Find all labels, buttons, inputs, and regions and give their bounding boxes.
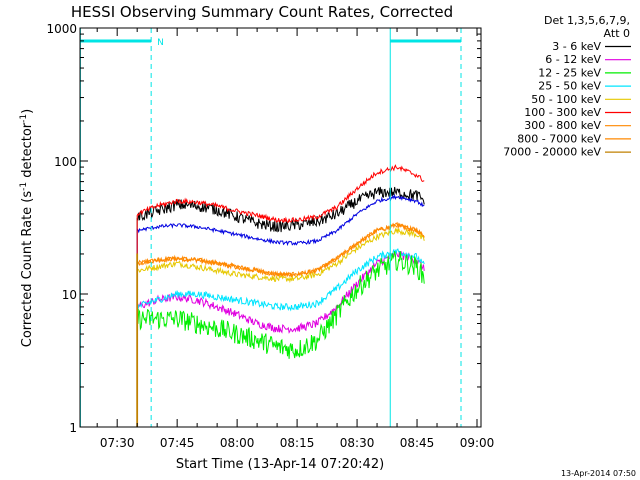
- series-line-12-25-kev: [136, 251, 425, 427]
- plot-frame: [79, 27, 482, 428]
- night-marker: N: [157, 38, 164, 48]
- series-line-50-100-kev: [136, 227, 425, 427]
- series-line-6-12-kev: [136, 250, 425, 427]
- series-line-100-300-kev: [136, 164, 425, 427]
- y-axis-label: Corrected Count Rate (s-1 detector-1): [19, 109, 35, 347]
- legend-label-4: 50 - 100 keV: [531, 93, 601, 106]
- x-tick-label-2: 08:00: [220, 436, 255, 450]
- legend-label-6: 300 - 800 keV: [524, 119, 601, 132]
- x-tick-label-6: 09:00: [460, 436, 495, 450]
- y-tick-label-2: 100: [54, 155, 77, 169]
- y-tick-label-1: 10: [62, 288, 77, 302]
- y-tick-label-3: 1000: [46, 22, 77, 36]
- y-tick-label-0: 1: [69, 421, 77, 435]
- x-axis: 07:30 07:45 08:00 08:15 08:30 08:45 09:00: [96, 28, 495, 450]
- legend-label-5: 100 - 300 keV: [524, 106, 601, 119]
- x-tick-label-1: 07:45: [160, 436, 195, 450]
- x-tick-label-0: 07:30: [100, 436, 135, 450]
- series-line-extra-9: [136, 193, 425, 427]
- y-axis-label-mid: detector: [20, 122, 35, 182]
- series-line-800-7000-kev: [136, 221, 425, 427]
- y-axis-label-sup1: -1: [19, 182, 29, 191]
- x-tick-label-3: 08:15: [280, 436, 315, 450]
- x-tick-label-4: 08:30: [340, 436, 375, 450]
- legend-label-2: 12 - 25 keV: [538, 66, 601, 79]
- legend-label-8: 7000 - 20000 keV: [503, 146, 601, 159]
- y-axis-label-end: ): [20, 109, 35, 114]
- legend-header-2: Att 0: [604, 27, 630, 40]
- legend-label-0: 3 - 6 keV: [552, 40, 601, 53]
- series-line-25-50-kev: [136, 248, 425, 427]
- y-axis: 1 10 100 1000: [46, 22, 481, 435]
- series-line-7000-20000-kev: [136, 253, 139, 427]
- y-axis-label-main: Corrected Count Rate (s: [20, 191, 35, 348]
- x-tick-label-5: 08:45: [400, 436, 435, 450]
- series-lines: [136, 164, 425, 427]
- chart-title: HESSI Observing Summary Count Rates, Cor…: [71, 3, 453, 21]
- legend-label-7: 800 - 7000 keV: [517, 132, 601, 145]
- legend-label-3: 25 - 50 keV: [538, 80, 601, 93]
- legend-label-1: 6 - 12 keV: [545, 53, 601, 66]
- timestamp: 13-Apr-2014 07:50: [561, 469, 636, 478]
- x-axis-label: Start Time (13-Apr-14 07:20:42): [176, 457, 384, 472]
- legend-header-1: Det 1,3,5,6,7,9,: [544, 14, 630, 27]
- y-axis-label-sup2: -1: [19, 114, 29, 123]
